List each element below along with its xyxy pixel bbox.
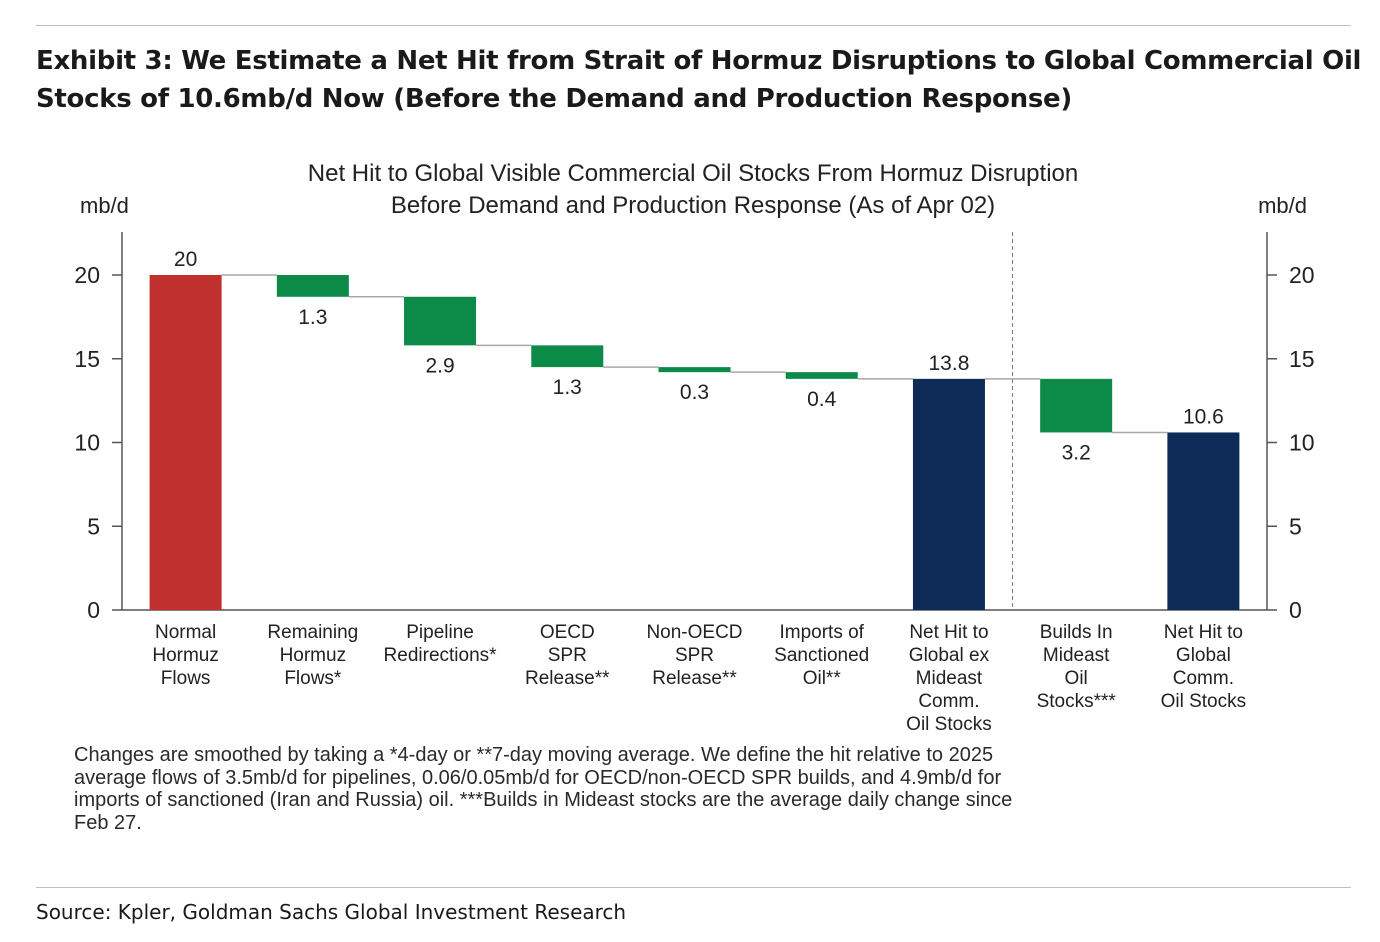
value-label: 1.3 [298,306,327,329]
category-label: Net Hit to [909,622,988,643]
category-label: Hormuz [152,645,219,666]
bar [785,372,858,379]
category-label: Sanctioned [774,645,869,666]
category-label: Redirections* [384,645,498,666]
y-tick-label-right: 5 [1289,513,1302,539]
y-tick-label-left: 10 [74,430,100,456]
y-axis-label-right: mb/d [1258,193,1307,218]
value-label: 0.4 [807,388,837,411]
y-tick-label-right: 15 [1289,346,1315,372]
category-label: Comm. [918,691,979,712]
source-note: Source: Kpler, Goldman Sachs Global Inve… [36,900,627,924]
chart-title-line2: Before Demand and Production Response (A… [391,192,995,219]
category-label: Global ex [909,645,990,666]
category-label: Hormuz [280,645,347,666]
value-label: 3.2 [1062,441,1091,464]
category-label: Release** [525,668,610,689]
category-label: Release** [652,668,737,689]
bar [1167,432,1240,610]
y-tick-label-left: 5 [87,513,100,539]
footnote-line3: imports of sanctioned (Iran and Russia) … [74,789,1013,811]
category-label: Oil Stocks [1161,691,1247,712]
bar [276,275,349,297]
bar [531,345,604,368]
category-label: Mideast [1043,645,1110,666]
category-label: Mideast [916,668,983,689]
category-label: Oil [1065,668,1088,689]
category-label: Normal [155,622,216,643]
category-label: Comm. [1173,668,1234,689]
bar [404,296,477,346]
footnote-line1: Changes are smoothed by taking a *4-day … [74,744,994,766]
category-label: Stocks*** [1037,691,1117,712]
exhibit-title: Exhibit 3: We Estimate a Net Hit from St… [36,42,1362,118]
y-axis-label-left: mb/d [80,193,129,218]
exhibit-title-line1: Exhibit 3: We Estimate a Net Hit from St… [36,46,1362,76]
bar [658,367,731,373]
footnote-line2: average flows of 3.5mb/d for pipelines, … [74,766,1002,789]
category-label: Oil** [803,668,842,689]
y-tick-label-right: 10 [1289,430,1315,456]
category-label: SPR [675,645,714,666]
chart-footnote: Changes are smoothed by taking a *4-day … [74,744,1274,834]
y-tick-label-left: 15 [74,346,100,372]
footnote-line4: Feb 27. [74,811,142,834]
category-label: Imports of [779,622,864,643]
y-tick-label-left: 20 [74,262,100,288]
value-label: 10.6 [1183,405,1224,428]
category-label: Global [1176,645,1231,666]
chart-title-line1: Net Hit to Global Visible Commercial Oil… [308,160,1078,187]
value-label: 0.3 [680,381,709,404]
category-label: Builds In [1040,622,1113,643]
bar [912,378,985,610]
top-rule [36,25,1351,26]
exhibit-title-line2: Stocks of 10.6mb/d Now (Before the Deman… [36,84,1072,114]
y-tick-label-right: 0 [1289,597,1302,623]
category-label: Net Hit to [1164,622,1243,643]
bar [1040,378,1113,433]
category-label: Oil Stocks [906,714,992,735]
bar [149,275,222,610]
bottom-rule [36,887,1351,888]
category-label: Remaining [267,622,358,643]
value-label: 20 [174,248,197,271]
category-label: Flows [161,668,211,689]
y-tick-label-left: 0 [87,597,100,623]
category-label: Non-OECD [646,622,742,643]
category-label: OECD [540,622,595,643]
category-label: Flows* [284,668,342,689]
value-label: 1.3 [553,376,582,399]
category-label: Pipeline [406,622,474,643]
y-tick-label-right: 20 [1289,262,1315,288]
category-label: SPR [548,645,587,666]
value-label: 13.8 [929,352,970,375]
value-label: 2.9 [425,354,454,377]
